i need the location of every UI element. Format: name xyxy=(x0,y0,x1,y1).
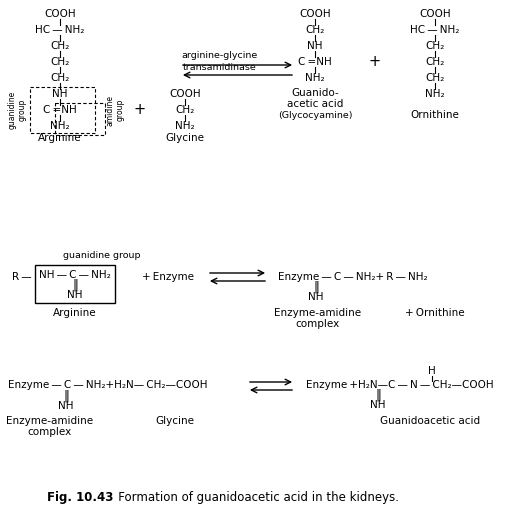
Text: CH₂: CH₂ xyxy=(50,57,70,67)
Text: complex: complex xyxy=(296,319,340,329)
Text: HC — NH₂: HC — NH₂ xyxy=(35,25,84,35)
Text: Enzyme-amidine: Enzyme-amidine xyxy=(275,308,362,318)
Text: COOH: COOH xyxy=(299,9,331,19)
Text: CH₂: CH₂ xyxy=(426,41,445,51)
Text: + Enzyme: + Enzyme xyxy=(142,272,194,282)
Text: CH₂: CH₂ xyxy=(50,73,70,83)
Text: NH₂: NH₂ xyxy=(425,89,445,99)
Text: Enzyme — C — NH₂+H₂N— CH₂—COOH: Enzyme — C — NH₂+H₂N— CH₂—COOH xyxy=(8,380,208,390)
Text: COOH: COOH xyxy=(419,9,451,19)
Bar xyxy=(55,103,105,135)
Text: ‖: ‖ xyxy=(63,389,69,403)
Text: Enzyme — C — NH₂+ R — NH₂: Enzyme — C — NH₂+ R — NH₂ xyxy=(278,272,428,282)
Text: (Glycocyamine): (Glycocyamine) xyxy=(278,110,352,120)
Text: guanidine group: guanidine group xyxy=(63,250,141,260)
Text: + Ornithine: + Ornithine xyxy=(405,308,465,318)
Text: CH₂: CH₂ xyxy=(50,41,70,51)
Text: Enzyme +H₂N—C — N — CH₂—COOH: Enzyme +H₂N—C — N — CH₂—COOH xyxy=(306,380,494,390)
Text: transamidinase: transamidinase xyxy=(183,63,257,71)
Text: Guanidoacetic acid: Guanidoacetic acid xyxy=(380,416,480,426)
Text: CH₂: CH₂ xyxy=(305,25,325,35)
Text: ‖: ‖ xyxy=(375,388,381,402)
Text: NH: NH xyxy=(52,89,68,99)
Text: COOH: COOH xyxy=(169,89,201,99)
Text: COOH: COOH xyxy=(44,9,76,19)
Text: Arginine: Arginine xyxy=(53,308,97,318)
Text: R —: R — xyxy=(12,272,32,282)
Text: guanidine
group: guanidine group xyxy=(7,91,27,129)
Text: acetic acid: acetic acid xyxy=(287,99,343,109)
Bar xyxy=(30,87,95,133)
Text: NH₂: NH₂ xyxy=(175,121,195,131)
Bar xyxy=(35,265,115,303)
Text: amidine
group: amidine group xyxy=(105,94,125,126)
Text: C =NH: C =NH xyxy=(298,57,332,67)
Text: Guanido-: Guanido- xyxy=(291,88,339,98)
Text: +: + xyxy=(369,54,381,69)
Text: NH — C — NH₂: NH — C — NH₂ xyxy=(39,270,111,280)
Text: Arginine: Arginine xyxy=(38,133,82,143)
Text: NH: NH xyxy=(307,41,323,51)
Text: +: + xyxy=(134,103,146,117)
Text: HC — NH₂: HC — NH₂ xyxy=(410,25,460,35)
Text: Fig. 10.43: Fig. 10.43 xyxy=(47,490,114,503)
Text: NH: NH xyxy=(58,401,74,411)
Text: Ornithine: Ornithine xyxy=(411,110,459,120)
Text: complex: complex xyxy=(28,427,72,437)
Text: CH₂: CH₂ xyxy=(426,73,445,83)
Text: NH₂: NH₂ xyxy=(50,121,70,131)
Text: NH: NH xyxy=(370,400,386,410)
Text: C =NH: C =NH xyxy=(43,105,77,115)
Text: ‖: ‖ xyxy=(313,281,319,293)
Text: NH: NH xyxy=(67,290,83,300)
Text: Formation of guanidoacetic acid in the kidneys.: Formation of guanidoacetic acid in the k… xyxy=(107,490,399,503)
Text: Glycine: Glycine xyxy=(165,133,204,143)
Text: Enzyme-amidine: Enzyme-amidine xyxy=(6,416,93,426)
Text: CH₂: CH₂ xyxy=(175,105,195,115)
Text: arginine-glycine: arginine-glycine xyxy=(182,51,258,61)
Text: Glycine: Glycine xyxy=(156,416,194,426)
Text: CH₂: CH₂ xyxy=(426,57,445,67)
Text: NH: NH xyxy=(308,292,324,302)
Text: ‖: ‖ xyxy=(72,279,78,291)
Text: NH₂: NH₂ xyxy=(305,73,325,83)
Text: H: H xyxy=(428,366,436,376)
